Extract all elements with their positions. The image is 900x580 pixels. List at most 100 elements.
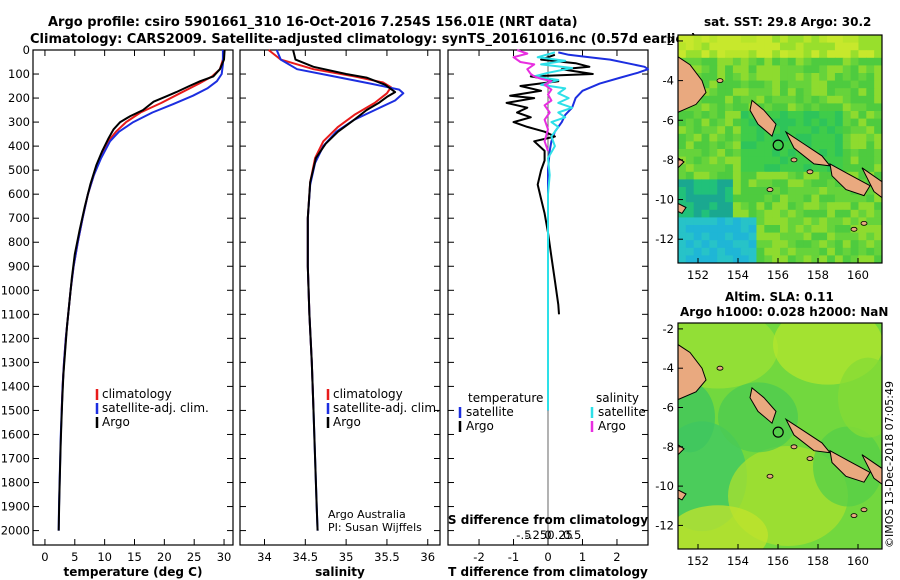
sst-cell [701,202,710,211]
map-y-tick-label: -8 [663,440,674,454]
sst-cell [732,247,742,256]
land-mass [829,449,871,483]
sst-cell [717,156,726,165]
sst-cell [803,164,812,173]
sst-cell [717,73,726,82]
sst-cell [827,80,836,89]
sst-cell [819,232,828,241]
sst-cell [858,126,867,135]
sst-cell [756,133,765,142]
sst-cell [772,73,781,82]
sst-cell [693,179,703,188]
sst-cell [732,35,742,44]
sst-cell [717,164,726,173]
sst-cell [866,35,875,44]
difference-panel: -2 -1 0 1 2T difference from climatology temp… [447,49,649,579]
sst-cell [772,149,781,158]
sst-cell [717,209,726,218]
sst-cell [842,209,852,218]
sst-cell [764,255,773,263]
sst-cell [709,255,718,263]
sst-cell [795,42,805,51]
sst-cell [748,118,757,127]
y-tick-label: 0 [23,43,30,57]
sst-cell [709,179,718,188]
sst-cell [795,171,805,180]
sst-cell [732,80,742,89]
sst-cell [811,164,820,173]
sst-cell [678,164,687,173]
sst-cell [685,42,695,51]
sst-cell [748,187,757,196]
sst-cell [701,133,710,142]
sst-cell [866,73,875,82]
map-x-tick-label: 154 [727,268,749,282]
sst-cell [748,57,757,66]
sst-cell [717,103,726,112]
sst-cell [717,133,726,142]
y-tick-label: 800 [8,235,30,249]
sst-cell [850,95,859,104]
land-mass [749,386,777,425]
sst-cell [701,225,710,234]
sst-cell [685,232,695,241]
sst-cell [819,141,828,150]
sst-cell [842,247,852,256]
sst-cell [732,73,742,82]
sst-cell [803,141,812,150]
sst-cell [834,141,844,150]
sst-cell [803,80,812,89]
sst-cell [803,57,812,66]
sst-cell [709,240,718,249]
sst-cell [701,187,710,196]
sst-cell [740,126,750,135]
sst-cell [842,141,852,150]
sst-cell [701,50,710,59]
sst-cell [717,111,726,120]
sst-cell [756,42,765,51]
sst-cell [874,202,882,211]
y-tick-label: 1700 [1,451,30,465]
sst-cell [866,95,875,104]
sst-cell [756,57,765,66]
sst-cell [732,225,742,234]
y-tick-label: 400 [8,139,30,153]
sst-cell [866,80,875,89]
map-y-tick-label: -2 [663,322,674,336]
sst-cell [874,225,882,234]
sst-cell [803,103,812,112]
sst-cell [874,171,882,180]
sst-cell [772,194,781,203]
sst-map-title: sat. SST: 29.8 Argo: 30.2 [704,15,871,29]
sst-cell [764,247,773,256]
sst-cell [780,225,789,234]
sst-cell [717,141,726,150]
sst-cell [834,111,844,120]
sst-cell [874,42,882,51]
sst-cell [811,126,820,135]
y-tick-label: 1400 [1,379,30,393]
sst-cell [858,88,867,97]
map-x-tick-label: 160 [847,268,869,282]
sst-cell [717,202,726,211]
sst-cell [772,187,781,196]
sst-cell [725,202,734,211]
sst-cell [685,255,695,263]
sst-cell [717,57,726,66]
sst-cell [709,126,718,135]
sst-cell [756,225,765,234]
series-line-argo [292,49,397,531]
sst-cell [819,111,828,120]
sst-cell [740,50,750,59]
figure-title-line2: Climatology: CARS2009. Satellite-adjuste… [30,32,697,47]
sst-cell [827,187,836,196]
sst-cell [756,141,765,150]
sst-cell [827,103,836,112]
sst-cell [850,126,859,135]
sst-cell [827,247,836,256]
y-tick-label: 200 [8,91,30,105]
sst-cell [709,50,718,59]
sst-cell [732,57,742,66]
sst-cell [874,247,882,256]
s-tick-label: -.25 [525,528,547,542]
